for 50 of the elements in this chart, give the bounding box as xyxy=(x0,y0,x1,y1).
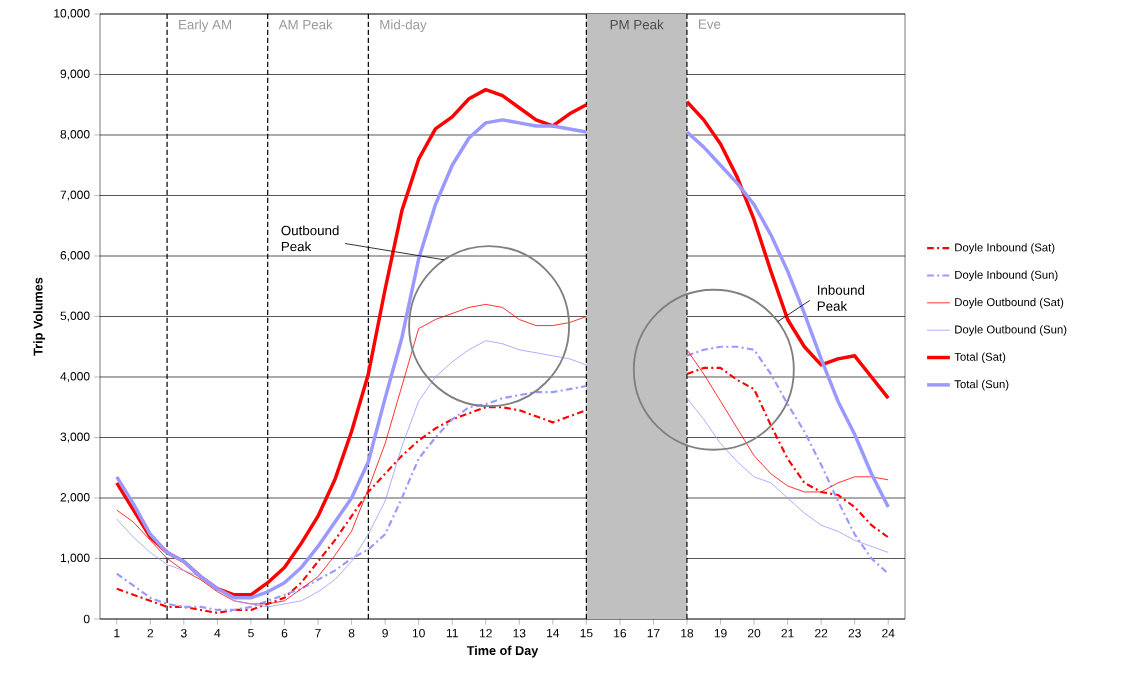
legend-label: Doyle Inbound (Sun) xyxy=(955,270,1058,282)
y-tick-label: 4,000 xyxy=(60,372,90,382)
x-tick-label: 15 xyxy=(580,628,593,638)
y-tick-label: 0 xyxy=(83,614,90,624)
annotation: Outbound Peak xyxy=(281,225,339,252)
legend-label: Doyle Outbound (Sun) xyxy=(955,325,1067,336)
annotation: Inbound Peak xyxy=(817,285,865,311)
x-tick-label: 10 xyxy=(412,628,425,638)
x-tick-label: 9 xyxy=(382,628,388,638)
x-tick-label: 1 xyxy=(114,628,120,638)
x-tick-label: 11 xyxy=(446,628,458,638)
ref-line-label: Early AM xyxy=(179,19,231,33)
ref-line-label: Mid-day xyxy=(380,19,427,33)
x-tick-label: 6 xyxy=(281,628,288,638)
x-tick-label: 7 xyxy=(315,628,321,638)
x-tick-label: 5 xyxy=(248,628,254,638)
y-tick-label: 1,000 xyxy=(60,553,90,564)
legend-label: Total (Sat) xyxy=(954,352,1006,364)
y-tick-label: 2,000 xyxy=(60,493,90,503)
y-tick-label: 6,000 xyxy=(60,251,90,261)
y-tick-label: 7,000 xyxy=(60,190,90,201)
x-tick-label: 12 xyxy=(479,628,492,638)
y-tick-label: 3,000 xyxy=(60,432,90,443)
x-tick-label: 4 xyxy=(214,628,221,638)
x-tick-label: 24 xyxy=(882,628,895,638)
x-tick-label: 2 xyxy=(147,628,154,638)
x-tick-label: 19 xyxy=(714,628,727,638)
x-tick-label: 23 xyxy=(848,628,861,638)
ref-line-label: AM Peak xyxy=(278,19,333,30)
y-tick-label: 10,000 xyxy=(54,9,90,19)
x-tick-label: 18 xyxy=(681,628,694,638)
legend-label: Total (Sun) xyxy=(954,379,1009,391)
y-tick-label: 8,000 xyxy=(60,130,90,140)
ref-line-label: Eve xyxy=(699,19,721,29)
x-tick-label: 16 xyxy=(614,628,627,638)
x-tick-label: 21 xyxy=(781,628,794,638)
x-tick-label: 20 xyxy=(748,628,761,638)
x-axis-title: Time of Day xyxy=(466,645,539,658)
x-tick-label: 8 xyxy=(348,628,355,638)
x-tick-label: 14 xyxy=(547,628,560,638)
legend-label: Doyle Inbound (Sat) xyxy=(955,243,1055,254)
y-tick-label: 5,000 xyxy=(60,311,90,322)
x-tick-label: 3 xyxy=(180,628,187,638)
legend-label: Doyle Outbound (Sat) xyxy=(955,297,1064,309)
x-tick-label: 17 xyxy=(647,628,660,638)
band-label: PM Peak xyxy=(610,19,664,30)
y-axis-title: Trip Volumes xyxy=(33,277,46,356)
x-tick-label: 22 xyxy=(815,628,828,638)
y-tick-label: 9,000 xyxy=(60,69,90,80)
x-tick-label: 13 xyxy=(513,628,526,638)
